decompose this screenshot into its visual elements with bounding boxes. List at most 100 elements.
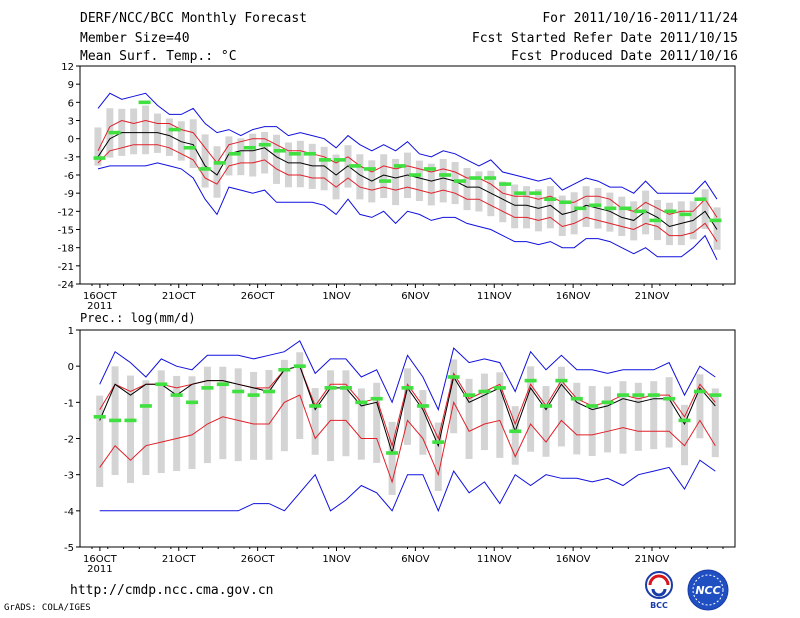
temp-spread-box xyxy=(320,146,328,191)
precip-median-mark xyxy=(555,378,568,383)
temp-median-mark xyxy=(228,152,241,156)
footer-url[interactable]: http://cmdp.ncc.cma.gov.cn xyxy=(70,583,274,598)
precip-y-tick-label: -1 xyxy=(64,398,74,409)
temp-y-tick-label: 6 xyxy=(68,98,74,109)
precip-median-mark xyxy=(155,382,168,387)
temp-y-tick-label: -3 xyxy=(64,153,74,164)
precip-median-mark xyxy=(663,396,676,401)
precip-y-tick-label: -2 xyxy=(64,435,74,446)
temp-spread-box xyxy=(177,121,185,161)
precip-median-mark xyxy=(601,400,614,405)
precip-median-mark xyxy=(386,451,399,455)
temp-spread-box xyxy=(332,154,340,200)
precip-median-mark xyxy=(124,418,137,423)
temp-spread-box xyxy=(153,113,161,153)
forecast-start-date: Fcst Started Refer Date 2011/10/15 xyxy=(471,31,738,46)
temp-mean-line xyxy=(97,132,718,230)
precip-spread-box xyxy=(557,366,565,447)
temp-y-tick-label: -24 xyxy=(58,280,74,291)
temp-x-tick-label: 16NOV xyxy=(556,291,591,302)
temp-x-year-label: 2011 xyxy=(87,301,112,312)
temp-y-tick-label: 3 xyxy=(68,117,74,128)
temp-outer-upper-line xyxy=(97,92,718,200)
precip-panel-title: Prec.: log(mm/d) xyxy=(80,311,196,325)
temp-median-mark xyxy=(198,167,211,171)
temp-spread-box xyxy=(237,138,245,176)
temp-median-mark xyxy=(303,152,316,156)
temp-y-tick-label: -6 xyxy=(64,171,74,182)
precip-spread-box xyxy=(511,406,519,465)
temp-median-mark xyxy=(559,200,572,205)
forecast-period: For 2011/10/16-2011/11/24 xyxy=(542,11,738,26)
precip-spread-box xyxy=(126,375,134,483)
temp-median-mark xyxy=(424,167,437,171)
temp-spread-box xyxy=(534,189,542,232)
temp-spread-box xyxy=(249,133,257,177)
temp-spread-box xyxy=(356,154,364,200)
precip-median-mark xyxy=(570,396,583,401)
precip-x-tick-label: 16OCT xyxy=(83,554,118,565)
temp-median-mark xyxy=(409,173,422,177)
temp-median-mark xyxy=(258,142,271,147)
precip-x-tick-label: 21NOV xyxy=(635,554,670,565)
precip-median-mark xyxy=(232,389,245,394)
temp-spread-box xyxy=(189,119,197,169)
member-size-label: Member Size=40 xyxy=(80,31,190,46)
chart-title: DERF/NCC/BCC Monthly Forecast xyxy=(80,11,307,26)
precip-spread-box xyxy=(388,421,396,495)
precip-median-mark xyxy=(186,400,199,405)
temp-spread-box xyxy=(546,186,554,229)
precip-spread-box xyxy=(373,382,381,463)
temp-y-tick-label: 12 xyxy=(61,62,74,73)
temp-median-mark xyxy=(709,218,722,223)
precip-median-mark xyxy=(509,429,522,434)
temp-median-mark xyxy=(589,203,602,208)
temp-median-mark xyxy=(634,209,647,214)
temp-x-tick-label: 11NOV xyxy=(477,291,512,302)
precip-spread-box xyxy=(203,366,211,464)
temp-spread-box xyxy=(713,207,721,250)
temp-x-tick-label: 26OCT xyxy=(241,291,276,302)
temp-median-mark xyxy=(273,148,286,153)
precip-spread-box xyxy=(173,375,181,472)
temp-y-tick-label: -21 xyxy=(58,262,74,273)
temp-median-mark xyxy=(454,179,467,183)
temp-spread-box xyxy=(523,186,531,229)
temp-outer-lower-line xyxy=(97,162,718,261)
temp-median-mark xyxy=(213,161,226,165)
temp-spread-box xyxy=(427,163,435,206)
precip-median-mark xyxy=(586,404,599,408)
precip-spread-box xyxy=(665,377,673,448)
precip-median-mark xyxy=(463,393,476,397)
precip-spread-box xyxy=(573,382,581,455)
temp-spread-box xyxy=(415,160,423,202)
bcc-logo: BCC xyxy=(645,571,673,610)
precip-median-mark xyxy=(324,386,337,390)
precip-median-mark xyxy=(370,396,383,401)
footer-credit: GrADS: COLA/IGES xyxy=(4,603,91,613)
precip-median-mark xyxy=(355,400,368,405)
temp-y-tick-label: -9 xyxy=(64,189,74,200)
svg-text:BCC: BCC xyxy=(650,601,668,610)
temp-median-mark xyxy=(484,176,497,180)
temp-median-mark xyxy=(243,145,256,150)
precip-median-mark xyxy=(401,386,414,390)
temp-x-tick-label: 21NOV xyxy=(635,291,670,302)
temp-spread-box xyxy=(618,196,626,237)
temp-median-mark xyxy=(378,179,391,183)
precip-spread-box xyxy=(588,386,596,457)
temp-median-mark xyxy=(333,158,346,162)
precip-y-tick-label: -4 xyxy=(64,507,74,518)
precip-median-mark xyxy=(339,386,352,390)
temp-spread-box xyxy=(225,136,233,176)
precip-spread-box xyxy=(527,366,535,452)
precip-spread-box xyxy=(696,374,704,439)
precip-median-mark xyxy=(493,386,506,390)
temp-spread-box xyxy=(261,132,269,174)
temp-x-tick-label: 16OCT xyxy=(83,291,118,302)
precip-spread-box xyxy=(265,369,273,460)
precip-median-mark xyxy=(262,389,275,394)
precip-spread-box xyxy=(542,386,550,457)
temp-spread-box xyxy=(439,158,447,203)
temp-spread-box xyxy=(570,192,578,235)
